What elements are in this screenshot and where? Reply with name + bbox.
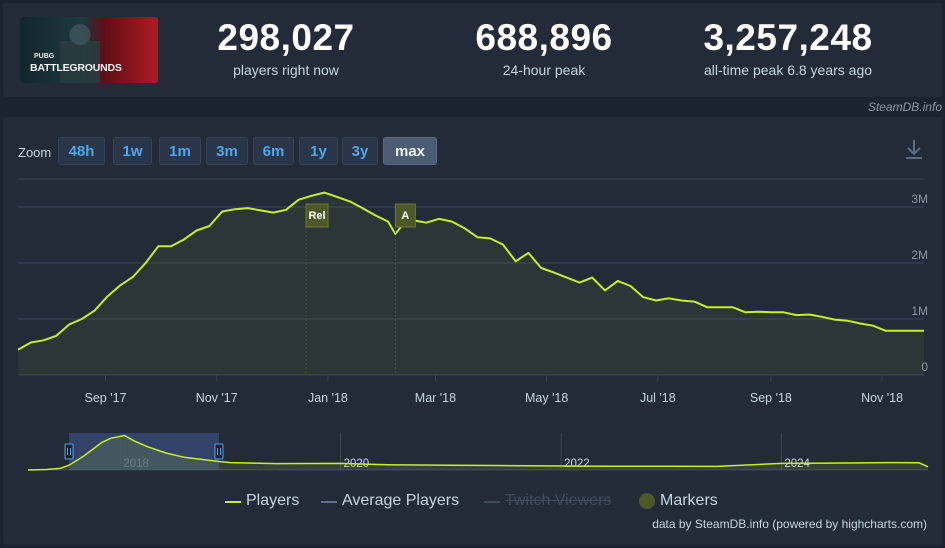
players-area: [18, 192, 924, 375]
x-tick-label: May '18: [525, 391, 568, 405]
marker-label: Rel: [308, 210, 325, 222]
x-tick-label: Nov '18: [861, 391, 903, 405]
navigator-handle-left[interactable]: [64, 443, 74, 460]
soldier-image: [60, 21, 100, 83]
legend-label: Players: [246, 492, 300, 509]
stat-label: players right now: [233, 62, 339, 78]
players-chart[interactable]: Rel A 0 1M 2M 3M Sep '17 Nov '17 Jan '18 Mar '18…: [3, 117, 942, 487]
legend-swatch: [639, 493, 655, 509]
legend-label: Markers: [660, 492, 718, 509]
marker-flag: [305, 203, 329, 228]
stat-current-players: 298,027 players right now: [166, 15, 406, 78]
stat-value: 3,257,248: [703, 17, 873, 58]
stat-label: 24-hour peak: [502, 62, 586, 78]
zoom-6m-button[interactable]: 6m: [253, 137, 294, 165]
x-tick-label: Nov '17: [196, 391, 238, 405]
zoom-48h-button[interactable]: 48h: [58, 137, 105, 165]
stats-panel: PUBG BATTLEGROUNDS 298,027 players right…: [3, 3, 942, 97]
legend-label: Average Players: [342, 492, 460, 509]
y-tick-label: 0: [921, 360, 928, 374]
navigator-handle-right[interactable]: [214, 443, 224, 460]
y-tick-label: 1M: [911, 304, 928, 318]
navigator-year-label: 2022: [564, 458, 590, 470]
stat-value: 688,896: [475, 17, 613, 58]
navigator-line: [27, 434, 929, 471]
y-tick-label: 2M: [911, 248, 928, 262]
download-icon[interactable]: [904, 138, 924, 160]
stat-value: 298,027: [217, 17, 355, 58]
chart-panel: Zoom 48h 1w 1m 3m 6m 1y 3y max Rel A 0 1M 2…: [3, 117, 942, 545]
game-logo: BATTLEGROUNDS: [30, 62, 122, 74]
zoom-max-button[interactable]: max: [383, 137, 437, 165]
highcharts-credit[interactable]: data by SteamDB.info (powered by highcha…: [652, 517, 927, 531]
marker-flag: [394, 203, 416, 228]
game-thumbnail[interactable]: PUBG BATTLEGROUNDS: [20, 17, 158, 83]
zoom-1y-button[interactable]: 1y: [299, 137, 338, 165]
marker-label: A: [401, 210, 409, 222]
navigator-area: [28, 435, 928, 470]
stat-24h-peak: 688,896 24-hour peak: [424, 15, 664, 78]
x-tick-label: Jan '18: [308, 391, 348, 405]
stat-label: all-time peak 6.8 years ago: [703, 62, 873, 78]
game-logo-small: PUBG: [34, 53, 55, 60]
zoom-1m-button[interactable]: 1m: [159, 137, 201, 165]
players-line: [17, 191, 924, 351]
zoom-1w-button[interactable]: 1w: [113, 137, 152, 165]
stat-all-time-peak: 3,257,248 all-time peak 6.8 years ago: [668, 15, 908, 78]
zoom-3m-button[interactable]: 3m: [206, 137, 248, 165]
zoom-label: Zoom: [18, 145, 52, 160]
x-tick-label: Sep '17: [84, 391, 126, 405]
steamdb-credit[interactable]: SteamDB.info: [867, 100, 942, 114]
x-tick-label: Mar '18: [415, 391, 456, 405]
legend-swatch: [321, 501, 337, 503]
zoom-3y-button[interactable]: 3y: [342, 137, 378, 165]
x-tick-label: Jul '18: [640, 391, 676, 405]
legend-swatch: [225, 501, 241, 503]
legend-label: Twitch Viewers: [505, 492, 612, 509]
navigator-selection: [69, 433, 219, 470]
y-tick-label: 3M: [911, 192, 928, 206]
legend-swatch: [484, 501, 500, 503]
x-tick-label: Sep '18: [750, 391, 792, 405]
